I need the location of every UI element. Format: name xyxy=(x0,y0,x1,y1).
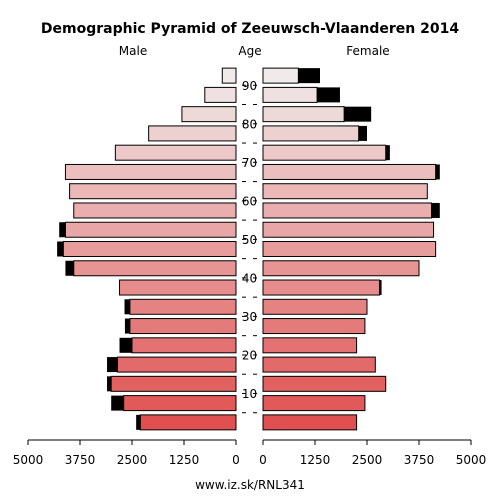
male-surplus-bar xyxy=(124,318,130,334)
chart-title: Demographic Pyramid of Zeeuwsch-Vlaander… xyxy=(41,21,459,37)
age-tick-label: 80 xyxy=(242,117,257,131)
axis-layer: 5000 0 3750 1250 2500 2500 1250 3750 0 5000 10 20 30… xyxy=(13,79,487,467)
male-bar xyxy=(204,86,237,103)
female-x-tick-label: 3750 xyxy=(404,453,435,467)
male-bar xyxy=(110,375,237,392)
male-x-tick-label: 5000 xyxy=(13,453,44,467)
female-surplus-bar xyxy=(358,125,367,141)
age-tick-label: 70 xyxy=(242,156,257,170)
male-surplus-bar xyxy=(65,260,74,276)
male-bar xyxy=(119,279,237,296)
female-x-tick-label: 0 xyxy=(259,453,267,467)
female-surplus-bar xyxy=(385,145,390,161)
male-label: Male xyxy=(119,44,147,58)
male-bar xyxy=(64,221,237,238)
female-bar xyxy=(262,67,299,84)
female-bar xyxy=(262,260,420,277)
female-x-tick-label: 2500 xyxy=(352,453,383,467)
female-bar xyxy=(262,337,358,354)
male-bar xyxy=(73,202,237,219)
female-bar xyxy=(262,183,428,200)
female-surplus-bar xyxy=(435,164,440,180)
male-bar xyxy=(139,414,237,431)
age-tick-label: 60 xyxy=(242,194,257,208)
male-surplus-bar xyxy=(57,241,64,257)
male-surplus-bar xyxy=(107,376,112,392)
female-label: Female xyxy=(346,44,389,58)
male-bar xyxy=(69,183,237,200)
male-x-tick-label: 0 xyxy=(232,453,240,467)
female-surplus-bar xyxy=(431,202,440,218)
female-x-tick-label: 1250 xyxy=(300,453,331,467)
female-surplus-bar xyxy=(317,87,340,103)
male-bar xyxy=(148,125,237,142)
age-tick-label: 50 xyxy=(242,233,257,247)
footer-source: www.iz.sk/RNL341 xyxy=(195,478,305,492)
female-bar xyxy=(262,356,376,373)
male-surplus-bar xyxy=(111,395,124,411)
male-bar xyxy=(129,318,237,335)
male-x-tick-label: 1250 xyxy=(169,453,200,467)
female-bar xyxy=(262,298,368,315)
male-surplus-bar xyxy=(107,357,118,373)
male-bar xyxy=(64,163,237,180)
female-x-tick-label: 5000 xyxy=(456,453,487,467)
female-bar xyxy=(262,375,387,392)
female-bar xyxy=(262,106,345,123)
male-bar xyxy=(221,67,237,84)
female-bar xyxy=(262,318,366,335)
male-surplus-bar xyxy=(59,222,66,238)
female-bar xyxy=(262,395,366,412)
male-surplus-bar xyxy=(124,299,130,315)
male-bar xyxy=(129,298,237,315)
male-bar xyxy=(131,337,237,354)
male-bar xyxy=(62,241,237,257)
age-tick-label: 30 xyxy=(242,310,257,324)
female-bar xyxy=(262,241,437,257)
age-label: Age xyxy=(238,44,261,58)
female-bar xyxy=(262,86,318,103)
female-bar xyxy=(262,279,380,296)
age-tick-label: 40 xyxy=(242,271,257,285)
female-surplus-bar xyxy=(344,106,372,122)
female-bar xyxy=(262,125,360,142)
male-surplus-bar xyxy=(136,414,141,430)
bars-layer xyxy=(57,67,440,431)
male-bar xyxy=(116,356,237,373)
female-surplus-bar xyxy=(379,280,382,296)
male-bar xyxy=(114,144,237,161)
age-tick-label: 90 xyxy=(242,79,257,93)
age-tick-label: 10 xyxy=(242,387,257,401)
male-bar xyxy=(123,395,237,412)
female-bar xyxy=(262,414,358,431)
male-bar xyxy=(181,106,237,123)
male-surplus-bar xyxy=(119,337,132,353)
female-bar xyxy=(262,202,432,219)
age-tick-label: 20 xyxy=(242,348,257,362)
female-bar xyxy=(262,144,387,161)
female-bar xyxy=(262,221,435,238)
female-bar xyxy=(262,163,437,180)
female-surplus-bar xyxy=(298,68,320,84)
male-bar xyxy=(73,260,237,277)
male-x-tick-label: 3750 xyxy=(65,453,96,467)
male-x-tick-label: 2500 xyxy=(117,453,148,467)
